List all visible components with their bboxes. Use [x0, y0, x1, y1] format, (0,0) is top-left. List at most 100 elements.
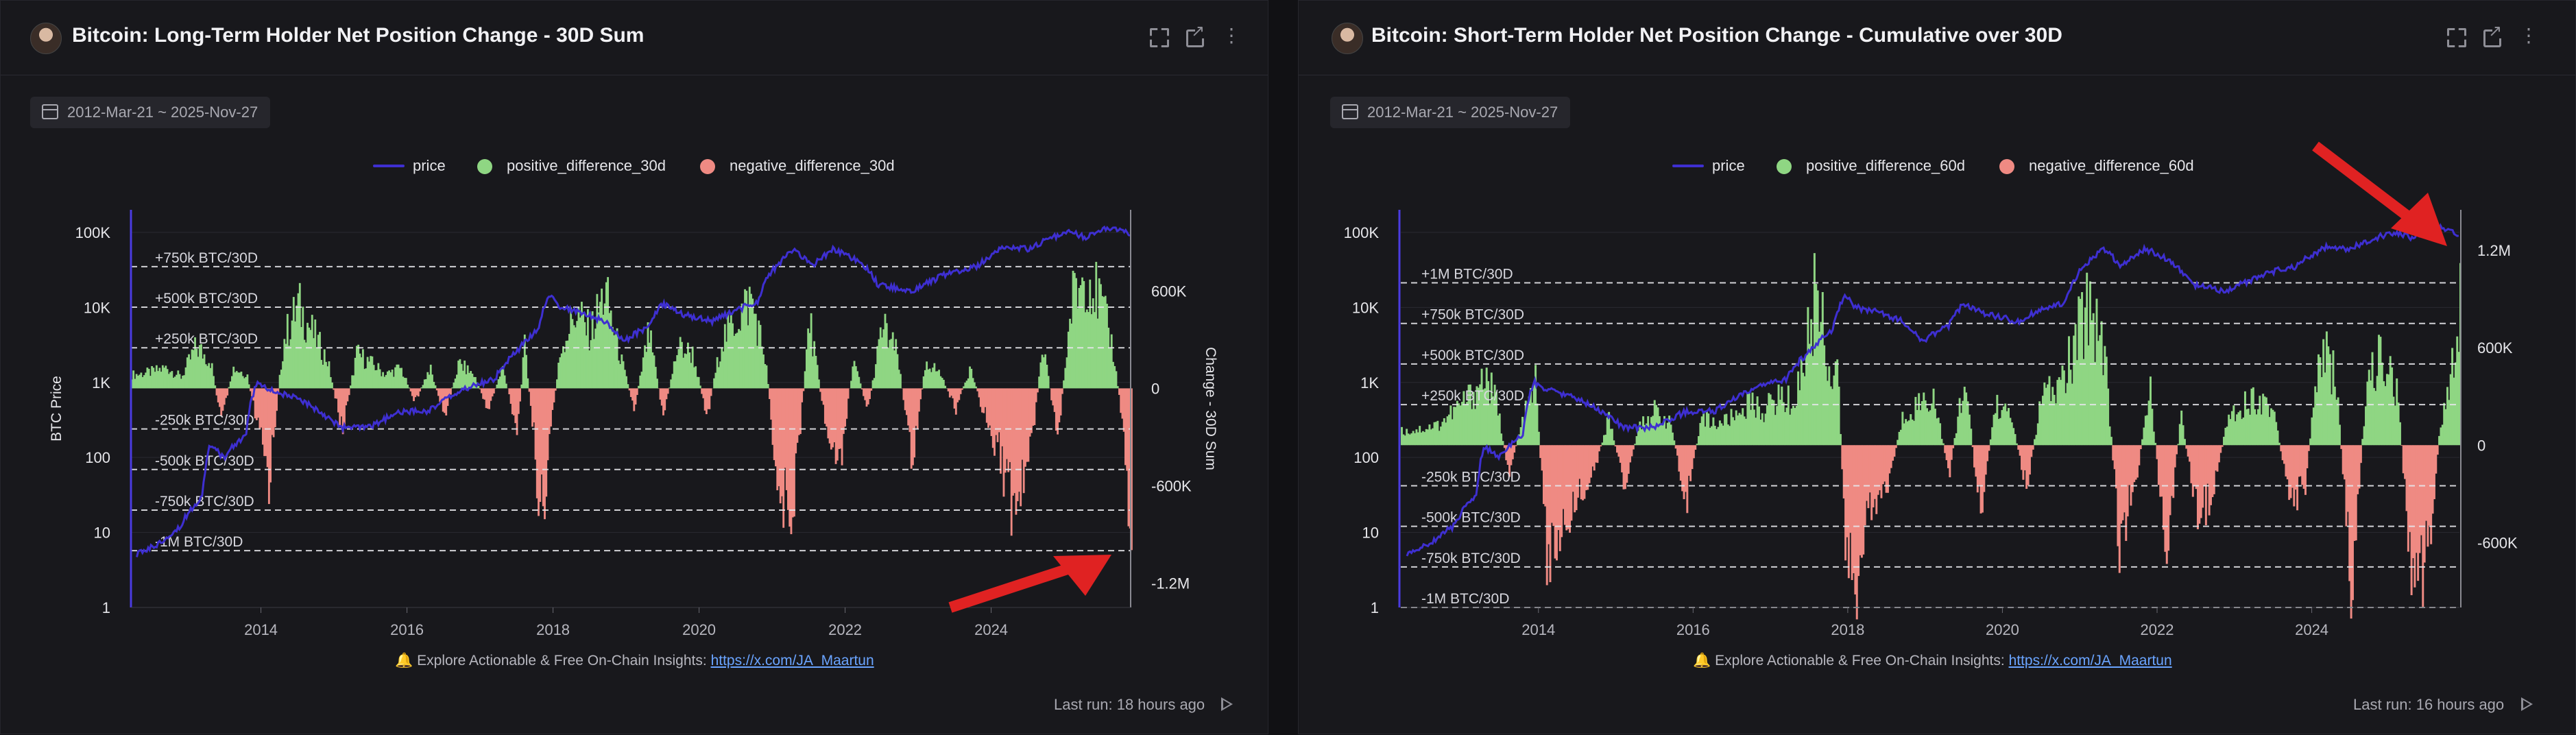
- negative-bar: [419, 388, 421, 391]
- reference-line-label: -1M BTC/30D: [1421, 591, 1509, 607]
- positive-bar: [2339, 424, 2341, 445]
- left-tick-label: 10: [94, 525, 110, 542]
- x-tick-label: 2024: [2295, 621, 2328, 638]
- positive-bar: [860, 383, 862, 388]
- run-play-icon[interactable]: [2517, 695, 2536, 714]
- reference-line-label: +1M BTC/30D: [1421, 267, 1513, 282]
- x-tick-label: 2024: [974, 621, 1008, 638]
- positive-bar: [2184, 439, 2186, 445]
- negative-bar: [519, 388, 521, 401]
- positive-bar: [408, 387, 410, 388]
- reference-line-label: -750k BTC/30D: [1421, 551, 1521, 566]
- run-play-icon[interactable]: [1217, 695, 1236, 714]
- negative-bar: [2222, 445, 2224, 446]
- left-tick-label: 10K: [1352, 299, 1379, 316]
- reference-line-label: -500k BTC/30D: [155, 453, 254, 469]
- right-tick-label: -1.2M: [1151, 575, 1190, 592]
- x-tick-label: 2014: [244, 621, 278, 638]
- left-tick-label: 100: [1353, 449, 1379, 466]
- negative-bar: [636, 388, 638, 395]
- negative-bar: [919, 388, 922, 399]
- positive-bar: [214, 385, 216, 388]
- footer-link[interactable]: https://x.com/JA_Maartun: [711, 653, 874, 668]
- negative-bar: [802, 388, 804, 391]
- negative-bar: [1600, 445, 1602, 446]
- negative-bar: [1515, 445, 1517, 446]
- right-tick-label: -600K: [1151, 477, 1192, 494]
- footer-text: Explore Actionable & Free On-Chain Insig…: [417, 653, 707, 668]
- x-tick-label: 2018: [536, 621, 570, 638]
- annotation-arrow-head: [2391, 193, 2447, 246]
- footer-note: 🔔 Explore Actionable & Free On-Chain Insi…: [1693, 653, 2172, 669]
- positive-bar: [699, 385, 701, 388]
- negative-bar: [1061, 388, 1063, 394]
- footer-text: Explore Actionable & Free On-Chain Insig…: [1715, 653, 2005, 668]
- last-run-label: Last run: 16 hours ago: [2353, 696, 2504, 714]
- left-axis-title: BTC Price: [49, 376, 64, 442]
- negative-bar: [921, 388, 923, 389]
- last-run-label: Last run: 18 hours ago: [1054, 696, 1205, 714]
- right-tick-label: 0: [2477, 437, 2485, 454]
- negative-bar: [2140, 445, 2142, 449]
- left-tick-label: 10K: [84, 299, 110, 316]
- chart-panel-lth: Bitcoin: Long-Term Holder Net Position C…: [0, 0, 1268, 734]
- positive-bar: [435, 385, 437, 388]
- chart-panel-sth: Bitcoin: Short-Term Holder Net Position …: [1298, 0, 2576, 734]
- left-tick-label: 100K: [75, 224, 111, 241]
- negative-bar: [1513, 445, 1515, 453]
- negative-bar: [1037, 388, 1039, 392]
- left-tick-label: 1: [102, 599, 110, 616]
- positive-bar: [477, 386, 479, 388]
- negative-bar: [348, 388, 350, 395]
- x-tick-label: 2016: [390, 621, 424, 638]
- positive-bar: [331, 383, 333, 389]
- right-tick-label: 600K: [2477, 339, 2513, 357]
- positive-bar: [1502, 441, 1504, 445]
- positive-bar: [2278, 443, 2280, 446]
- positive-bar: [248, 385, 250, 389]
- reference-line-label: -750k BTC/30D: [155, 494, 254, 509]
- positive-bar: [975, 387, 977, 389]
- positive-bar: [656, 378, 658, 388]
- negative-bar: [847, 388, 850, 398]
- footer-link[interactable]: https://x.com/JA_Maartun: [2009, 653, 2172, 668]
- left-tick-label: 1K: [1360, 374, 1379, 391]
- reference-line-label: +250k BTC/30D: [155, 331, 258, 347]
- positive-bar: [2154, 443, 2156, 445]
- positive-bar: [944, 386, 946, 389]
- reference-line-label: +500k BTC/30D: [155, 291, 258, 306]
- positive-bar: [1840, 434, 1842, 445]
- negative-bar: [1895, 445, 1897, 448]
- negative-bar: [2308, 445, 2310, 451]
- left-tick-label: 10: [1362, 525, 1379, 542]
- negative-bar: [2360, 445, 2362, 463]
- left-tick-label: 1K: [92, 374, 110, 391]
- positive-bar: [1613, 440, 1615, 445]
- negative-bar: [2032, 445, 2034, 450]
- negative-bar: [450, 388, 452, 394]
- reference-line-label: +500k BTC/30D: [1421, 348, 1524, 363]
- x-tick-label: 2022: [2141, 621, 2174, 638]
- x-tick-label: 2020: [1986, 621, 2019, 638]
- x-tick-label: 2014: [1521, 621, 1555, 638]
- negative-bar: [667, 388, 669, 394]
- negative-bar: [1633, 445, 1635, 449]
- right-tick-label: 1.2M: [2477, 242, 2511, 259]
- negative-bar: [226, 388, 228, 395]
- lth-net-position-chart[interactable]: +750k BTC/30D+500k BTC/30D+250k BTC/30D-…: [1, 1, 1269, 735]
- right-tick-label: 0: [1151, 380, 1159, 397]
- positive-bar: [2399, 422, 2401, 445]
- negative-bar: [2176, 445, 2178, 454]
- x-tick-label: 2020: [682, 621, 716, 638]
- bell-icon: 🔔: [1693, 653, 1711, 668]
- sth-net-position-chart[interactable]: +1M BTC/30D+750k BTC/30D+500k BTC/30D+25…: [1299, 1, 2576, 735]
- positive-bar: [1970, 429, 1972, 445]
- negative-bar: [870, 388, 872, 390]
- negative-bar: [710, 388, 712, 396]
- left-tick-label: 1: [1371, 599, 1379, 616]
- reference-line-label: +250k BTC/30D: [1421, 388, 1524, 404]
- positive-bar: [818, 379, 820, 388]
- x-tick-label: 2018: [1831, 621, 1864, 638]
- reference-line-label: -250k BTC/30D: [155, 413, 254, 429]
- positive-bar: [505, 384, 507, 389]
